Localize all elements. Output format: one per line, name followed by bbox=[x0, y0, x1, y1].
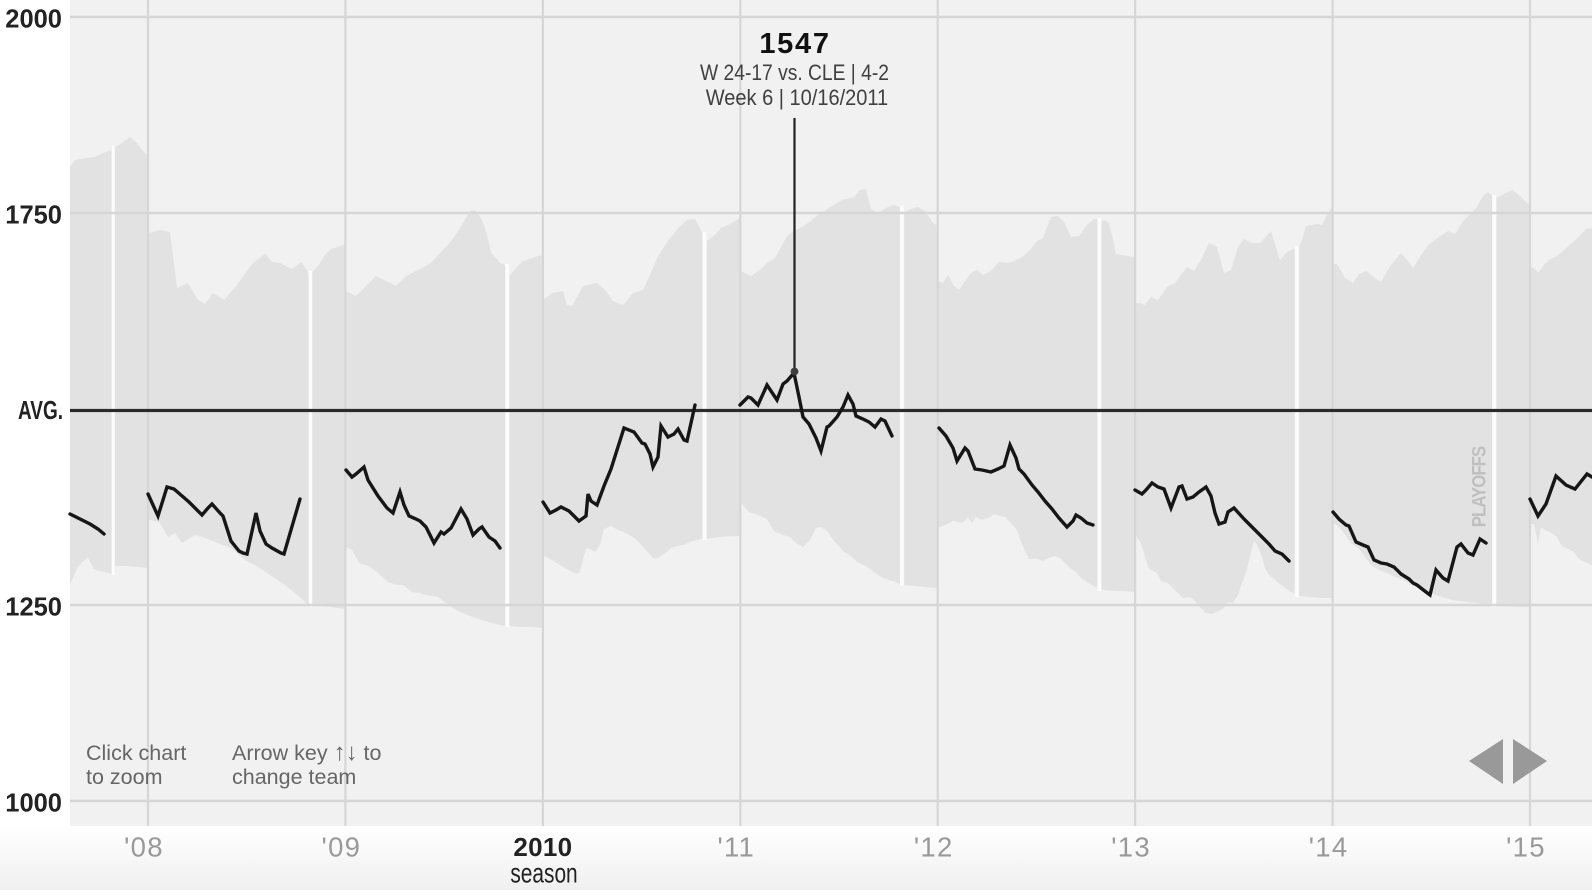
svg-text:W 24-17 vs. CLE | 4-2: W 24-17 vs. CLE | 4-2 bbox=[700, 61, 889, 85]
svg-text:2000: 2000 bbox=[5, 6, 62, 34]
svg-text:to zoom: to zoom bbox=[86, 765, 162, 789]
svg-text:1250: 1250 bbox=[5, 594, 62, 622]
svg-text:change team: change team bbox=[232, 765, 356, 789]
svg-text:PLAYOFFS: PLAYOFFS bbox=[1469, 446, 1490, 527]
svg-text:season: season bbox=[510, 859, 577, 889]
svg-text:'14: '14 bbox=[1309, 832, 1349, 863]
svg-text:1000: 1000 bbox=[5, 790, 62, 818]
svg-text:'08: '08 bbox=[124, 832, 164, 863]
svg-text:'11: '11 bbox=[717, 832, 755, 863]
svg-text:'15: '15 bbox=[1506, 832, 1546, 863]
svg-text:1750: 1750 bbox=[5, 202, 62, 230]
svg-text:AVG.: AVG. bbox=[18, 395, 63, 425]
svg-text:'13: '13 bbox=[1111, 832, 1151, 863]
svg-text:Week 6 | 10/16/2011: Week 6 | 10/16/2011 bbox=[706, 86, 888, 110]
svg-text:2010: 2010 bbox=[513, 832, 572, 862]
svg-text:1547: 1547 bbox=[759, 28, 830, 60]
svg-text:Click chart: Click chart bbox=[86, 741, 186, 765]
svg-text:'12: '12 bbox=[914, 832, 954, 863]
svg-text:Arrow key ↑↓ to: Arrow key ↑↓ to bbox=[232, 739, 382, 766]
svg-text:'09: '09 bbox=[322, 832, 362, 863]
